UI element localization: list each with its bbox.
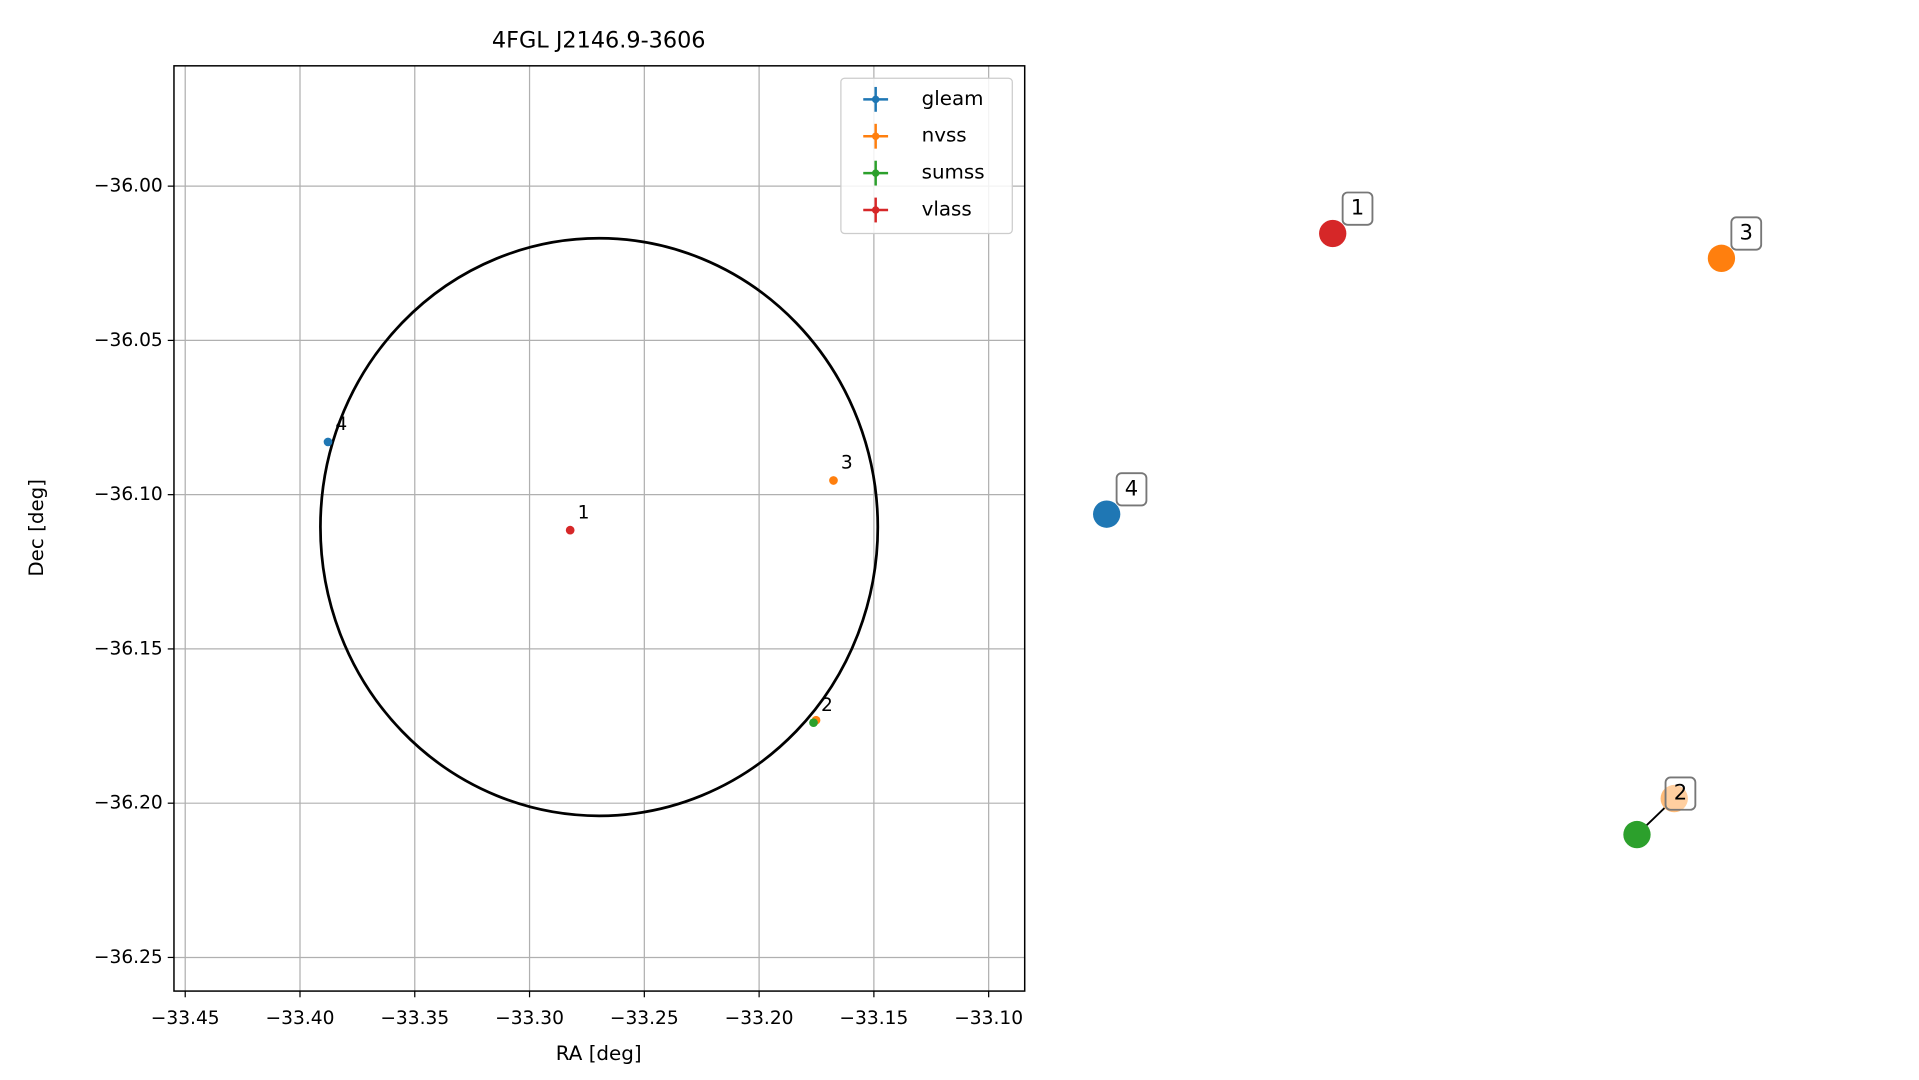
y-tick-label: −36.25 (94, 947, 163, 968)
node-label-box (1115, 472, 1148, 507)
x-tick-label: −33.40 (266, 1008, 335, 1029)
node-label: 1 (1351, 195, 1364, 220)
node-label-box (1664, 776, 1697, 811)
y-tick-label: −36.00 (94, 176, 163, 197)
plot: 4 3 2 1 (319, 236, 880, 818)
x-axis-label: RA [deg] (556, 1042, 642, 1065)
point-label: 3 (841, 453, 853, 474)
node-label-box (1341, 191, 1374, 226)
legend-label: sumss (922, 161, 985, 184)
x-tick-label: −33.10 (954, 1008, 1023, 1029)
point (565, 525, 575, 535)
legend-label: nvss (922, 124, 967, 147)
graph-node (1319, 219, 1347, 248)
y-tick-label: −36.20 (94, 793, 163, 814)
x-tick-label: −33.35 (380, 1008, 449, 1029)
legend: gleam nvss sumss vlass (840, 77, 1013, 235)
point-label: 2 (821, 695, 833, 716)
point (809, 718, 818, 728)
graph-node (1660, 784, 1688, 813)
legend-label: vlass (922, 198, 972, 221)
point (323, 437, 333, 447)
y-tick-label: −36.10 (94, 484, 163, 505)
graph-node (1707, 244, 1736, 272)
x-tick-label: −33.25 (610, 1008, 679, 1029)
node-label-box (1730, 216, 1763, 251)
chart-title: 4FGL J2146.9-3606 (492, 27, 706, 53)
point-label: 1 (578, 502, 590, 523)
node-label: 3 (1740, 219, 1753, 244)
graph-node (1093, 500, 1121, 528)
point-label: 4 (335, 414, 347, 435)
legend-marker (871, 95, 880, 104)
axes-frame (173, 65, 1026, 992)
node-label: 4 (1125, 475, 1138, 500)
point (829, 476, 838, 485)
legend-label: gleam (922, 87, 984, 110)
legend-marker (871, 169, 880, 177)
legend-marker (871, 206, 880, 214)
graph-node (1623, 820, 1651, 849)
legend-marker (871, 132, 880, 140)
legend-box (840, 77, 1013, 235)
region-circle (319, 236, 880, 818)
y-axis-label: Dec [deg] (25, 479, 48, 577)
y-tick-label: −36.15 (94, 638, 163, 659)
x-tick-label: −33.45 (151, 1008, 220, 1029)
x-tick-label: −33.15 (839, 1008, 908, 1029)
graph: 1 3 4 2 (1093, 191, 1763, 849)
y-tick-label: −36.05 (94, 330, 163, 351)
x-tick-label: −33.20 (725, 1008, 794, 1029)
x-tick-label: −33.30 (495, 1008, 564, 1029)
node-label: 2 (1674, 780, 1687, 805)
